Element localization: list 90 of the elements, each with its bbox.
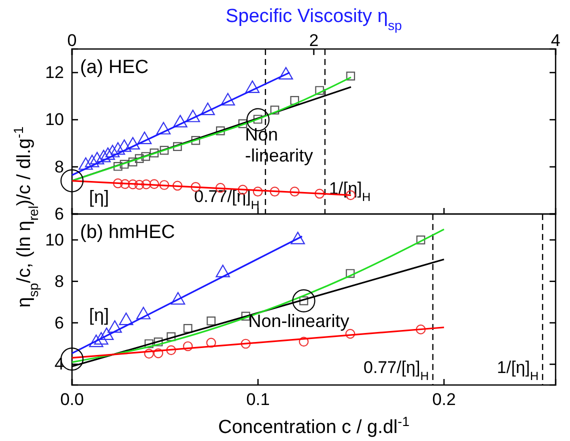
point bbox=[220, 92, 235, 106]
point bbox=[216, 126, 225, 136]
y-tick-label: 10 bbox=[45, 110, 64, 130]
point bbox=[141, 152, 150, 161]
point bbox=[126, 137, 140, 150]
x-tick-label: 0.0 bbox=[60, 390, 84, 410]
point bbox=[290, 232, 305, 244]
point bbox=[136, 306, 151, 320]
point bbox=[186, 110, 200, 122]
point bbox=[117, 139, 132, 152]
point bbox=[346, 269, 355, 278]
point bbox=[128, 157, 138, 166]
point bbox=[156, 122, 171, 134]
x-axis-title: Concentration c / g.dl$^{-1}$ bbox=[218, 414, 410, 438]
point bbox=[84, 154, 100, 168]
point bbox=[182, 341, 193, 352]
annotation: [η] bbox=[89, 186, 110, 207]
y-tick-label: 6 bbox=[54, 204, 64, 224]
point bbox=[298, 336, 309, 347]
x-tick-label: 0.2 bbox=[432, 390, 456, 410]
point bbox=[120, 179, 130, 189]
point bbox=[173, 114, 188, 128]
point bbox=[144, 348, 154, 359]
x2-tick-label: 4 bbox=[550, 31, 560, 50]
point bbox=[314, 188, 324, 199]
point bbox=[105, 144, 120, 158]
point bbox=[206, 338, 216, 348]
point bbox=[183, 324, 192, 333]
point bbox=[160, 146, 169, 155]
point bbox=[240, 338, 251, 349]
point bbox=[166, 332, 176, 342]
point bbox=[416, 324, 426, 334]
point bbox=[315, 86, 324, 95]
point bbox=[216, 264, 230, 278]
annotation: [η] bbox=[89, 305, 110, 326]
ref-line-label: 1/[η]$_{H}$ bbox=[496, 358, 539, 383]
point bbox=[96, 150, 111, 162]
point bbox=[90, 152, 104, 164]
point bbox=[166, 345, 176, 356]
annotation: Non -linearity bbox=[245, 124, 314, 166]
y-tick-label: 6 bbox=[54, 313, 64, 332]
point bbox=[100, 147, 116, 160]
point bbox=[150, 148, 159, 158]
annotation: Non-linearity bbox=[248, 310, 350, 331]
point bbox=[99, 328, 114, 340]
ref-line-label: 0.77/[η]$_{H}$ bbox=[364, 358, 429, 383]
point bbox=[238, 119, 248, 128]
x2-tick-label: 2 bbox=[309, 31, 319, 50]
point bbox=[128, 179, 138, 190]
point bbox=[134, 154, 144, 164]
point bbox=[290, 186, 300, 197]
point bbox=[110, 142, 126, 155]
point bbox=[159, 180, 170, 190]
point bbox=[149, 179, 160, 189]
y-tick-label: 8 bbox=[54, 272, 64, 291]
point bbox=[170, 292, 186, 305]
point bbox=[206, 316, 216, 326]
point bbox=[252, 186, 263, 197]
point bbox=[141, 179, 152, 190]
x2-axis-title: Specific Viscosity η$_{sp}$ bbox=[226, 6, 402, 32]
point bbox=[245, 80, 260, 93]
point bbox=[118, 312, 134, 326]
chart-title: (b) hmHEC bbox=[80, 222, 176, 243]
point bbox=[134, 180, 144, 190]
x2-tick-label: 0 bbox=[67, 31, 77, 50]
point bbox=[172, 180, 182, 191]
point bbox=[278, 67, 294, 80]
point bbox=[241, 312, 250, 321]
point bbox=[173, 142, 182, 152]
y-tick-label: 10 bbox=[45, 230, 64, 250]
chart-title: (a) HEC bbox=[80, 57, 149, 78]
point bbox=[113, 178, 123, 188]
point bbox=[120, 160, 129, 169]
point bbox=[78, 157, 93, 170]
point bbox=[191, 136, 200, 145]
point bbox=[137, 132, 152, 144]
point bbox=[270, 106, 280, 114]
x-tick-label: 0.1 bbox=[246, 390, 270, 410]
point bbox=[108, 320, 122, 333]
point bbox=[200, 102, 215, 116]
point bbox=[270, 186, 280, 197]
point bbox=[154, 337, 163, 346]
point bbox=[89, 334, 104, 348]
y-tick-label: 8 bbox=[54, 157, 64, 176]
point bbox=[144, 339, 154, 348]
point bbox=[94, 332, 108, 345]
point bbox=[114, 162, 122, 171]
point bbox=[290, 96, 300, 105]
y-tick-label: 12 bbox=[45, 63, 64, 82]
point bbox=[153, 348, 164, 358]
